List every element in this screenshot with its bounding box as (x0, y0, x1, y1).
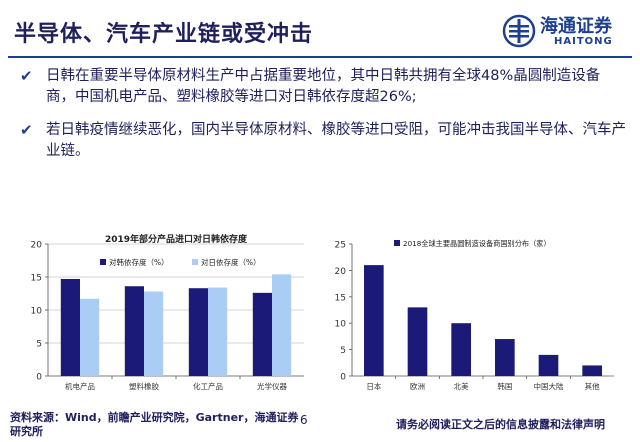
wafer-equipment-bar-chart: 0 5 10 15 20 25 日本 欧洲 北美 韩国 中国大陆 其他 2018全球主要晶圆制造设备商国… (335, 239, 614, 391)
bar (451, 323, 471, 376)
x-tick-label: 欧洲 (410, 381, 425, 391)
y-tick-label: 20 (335, 267, 347, 277)
bar (208, 287, 228, 376)
bar (252, 292, 272, 376)
x-tick-label: 中国大陆 (534, 381, 564, 391)
y-tick-label: 10 (31, 307, 43, 317)
x-tick-label: 塑料橡胶 (129, 381, 159, 391)
x-tick-label: 日本 (366, 381, 381, 391)
logo-cn-text: 海通证券 (540, 16, 612, 37)
bar (60, 278, 80, 376)
legend-label: 对韩依存度（%） (109, 257, 169, 267)
bar (538, 354, 559, 376)
bar (364, 265, 384, 376)
y-tick-label: 5 (340, 346, 346, 356)
chart-title: 2019年部分产品进口对日韩依存度 (105, 233, 248, 245)
title-divider (8, 56, 632, 58)
slide-title: 半导体、汽车产业链或受冲击 (14, 22, 314, 47)
legend-swatch (192, 259, 198, 265)
bullet-item: ✔ 日韩在重要半导体原材料生产中占据重要地位，其中日韩共拥有全球48%晶圆制造设… (20, 66, 626, 108)
footer-disclaimer: 请务必阅读正文之后的信息披露和法律声明 (396, 418, 605, 431)
y-tick-label: 0 (36, 373, 42, 383)
bar (407, 307, 428, 376)
x-tick-label: 其他 (585, 381, 601, 391)
x-tick-label: 化工产品 (193, 381, 223, 391)
y-tick-label: 10 (335, 320, 347, 330)
bullet-text: 日韩在重要半导体原材料生产中占据重要地位，其中日韩共拥有全球48%晶圆制造设备商… (46, 68, 601, 105)
checkmark-icon: ✔ (20, 121, 33, 139)
y-tick-label: 15 (335, 293, 346, 303)
bullet-text: 若日韩疫情继续恶化，国内半导体原材料、橡胶等进口受阻，可能冲击我国半导体、汽车产… (46, 122, 626, 159)
footer-source: 资料来源：Wind，前瞻产业研究院，Gartner，海通证券研究所 (10, 411, 299, 438)
y-tick-label: 5 (36, 340, 42, 350)
bullet-item: ✔ 若日韩疫情继续恶化，国内半导体原材料、橡胶等进口受阻，可能冲击我国半导体、汽… (20, 120, 626, 162)
company-logo: 海通证券 HAITONG (502, 12, 626, 52)
legend-label: 对日依存度（%） (201, 257, 261, 267)
checkmark-icon: ✔ (20, 67, 33, 85)
logo-mark-icon (502, 14, 536, 48)
bullet-list: ✔ 日韩在重要半导体原材料生产中占据重要地位，其中日韩共拥有全球48%晶圆制造设… (20, 66, 626, 174)
x-tick-label: 机电产品 (65, 381, 95, 391)
x-tick-label: 韩国 (497, 381, 512, 391)
bar (272, 274, 292, 376)
bar (188, 288, 208, 376)
legend-label: 2018全球主要晶圆制造设备商国别分布（家） (403, 239, 551, 248)
bar (582, 365, 602, 376)
y-tick-label: 20 (31, 241, 43, 251)
legend-swatch (100, 259, 106, 265)
logo-en-text: HAITONG (554, 36, 613, 47)
dependency-bar-chart: 2019年部分产品进口对日韩依存度 0 5 10 15 20 机电产品 塑料橡胶 化工产品 光学仪… (31, 233, 304, 391)
bar (495, 339, 515, 376)
y-tick-label: 25 (335, 241, 346, 251)
bar (144, 291, 164, 376)
y-tick-label: 0 (340, 373, 346, 383)
y-tick-label: 15 (31, 274, 42, 284)
legend-swatch (394, 240, 400, 246)
page-number: 6 (300, 413, 308, 427)
x-tick-label: 北美 (454, 381, 469, 391)
bar (124, 286, 144, 376)
x-tick-label: 光学仪器 (257, 381, 287, 391)
bar (80, 298, 100, 376)
